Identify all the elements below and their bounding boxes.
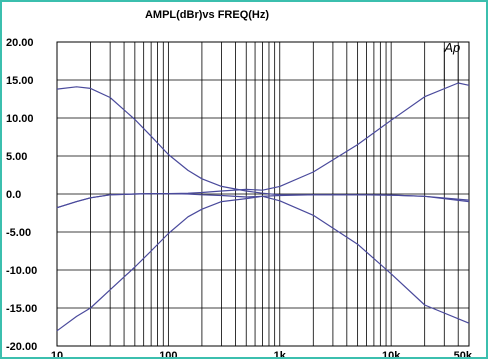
y-tick-label: 20.00: [6, 37, 34, 49]
series-line-4: [56, 193, 470, 324]
y-tick-label: -15.00: [6, 303, 37, 315]
y-tick-label: 0.0: [6, 189, 21, 201]
x-axis-ticks: 10 100 1k 10k 50k: [51, 350, 473, 357]
x-tick-label: 50k: [454, 350, 473, 357]
y-tick-label: 5.00: [6, 151, 27, 163]
y-axis-ticks: 20.00 15.00 10.00 5.00 0.0 -5.00 -10.00 -15.00 -…: [6, 37, 37, 353]
y-tick-label: -20.00: [6, 341, 37, 353]
series-lines: [56, 82, 470, 332]
chart-title: AMPL(dBr)vs FREQ(Hz): [145, 9, 269, 21]
x-tick-label: 100: [159, 350, 177, 357]
x-tick-label: 1k: [274, 350, 287, 357]
y-tick-label: 10.00: [6, 113, 34, 125]
y-tick-label: 15.00: [6, 75, 34, 87]
y-tick-label: -10.00: [6, 265, 37, 277]
x-tick-label: 10k: [382, 350, 401, 357]
ap-annotation: Ap: [443, 40, 460, 55]
ap-marker: Ap: [443, 40, 460, 87]
x-tick-label: 10: [51, 350, 63, 357]
series-line-3: [56, 194, 470, 332]
y-tick-label: -5.00: [6, 227, 31, 239]
